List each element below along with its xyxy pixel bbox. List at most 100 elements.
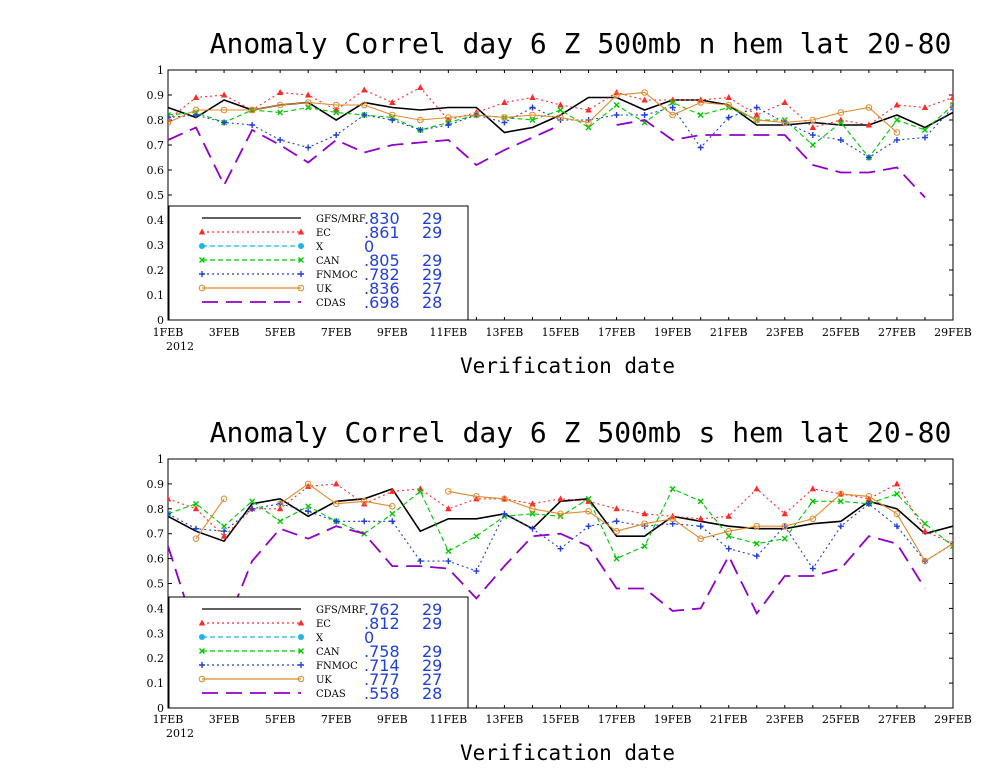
- series-cdas: [168, 119, 926, 199]
- data-point: [921, 520, 928, 527]
- data-point: [473, 111, 480, 119]
- data-point: [781, 522, 789, 530]
- data-point: [417, 84, 424, 90]
- data-point: [388, 111, 396, 119]
- legend-marker: [298, 243, 304, 249]
- legend-series-score: .714: [364, 656, 400, 675]
- legend-marker: [198, 284, 206, 292]
- data-point: [865, 495, 873, 502]
- data-point: [697, 535, 704, 542]
- data-point: [893, 523, 900, 530]
- data-point: [949, 101, 953, 109]
- legend-series-count: 29: [422, 656, 442, 675]
- legend-series-count: 29: [422, 265, 442, 284]
- legend-marker: [198, 675, 206, 683]
- data-point: [276, 101, 284, 109]
- data-point: [361, 500, 368, 507]
- legend-series-name: X: [316, 633, 324, 644]
- x-tick-label: 15FEB: [542, 713, 580, 726]
- legend-series-count: 27: [422, 279, 442, 298]
- legend-series-name: UK: [316, 675, 332, 686]
- data-point: [585, 495, 592, 502]
- data-point: [248, 106, 256, 114]
- chart-title: Anomaly Correl day 6 Z 500mb s hem lat 2…: [210, 416, 952, 449]
- y-tick-label: 0.5: [147, 578, 165, 591]
- legend-series-name: CAN: [316, 256, 340, 267]
- data-point: [753, 540, 760, 547]
- data-point: [697, 112, 704, 118]
- data-point: [168, 510, 171, 517]
- data-point: [585, 106, 592, 113]
- y-tick-label: 0.7: [147, 528, 165, 541]
- data-point: [168, 112, 171, 118]
- data-point: [277, 109, 284, 116]
- legend-marker: [199, 257, 205, 263]
- data-point: [613, 91, 620, 99]
- data-point: [557, 545, 564, 552]
- data-point: [168, 114, 171, 121]
- data-point: [837, 498, 844, 505]
- y-tick-label: 0.8: [147, 114, 165, 127]
- legend-marker: [297, 619, 305, 626]
- data-point: [557, 101, 564, 108]
- data-point: [921, 557, 929, 565]
- data-point: [753, 104, 760, 111]
- legend-series-name: X: [316, 242, 324, 253]
- legend-series-score: .830: [364, 209, 400, 228]
- legend-series-count: 29: [422, 209, 442, 228]
- x-tick-label: 9FEB: [377, 326, 408, 339]
- series-uk: [192, 480, 953, 565]
- data-point: [445, 505, 452, 512]
- y-tick-label: 0.4: [147, 602, 165, 615]
- data-point: [389, 487, 396, 494]
- y-tick-label: 0.2: [147, 264, 165, 277]
- data-point: [725, 545, 732, 552]
- legend-series-name: GFS/MRF: [316, 605, 366, 616]
- x-axis-label: Verification date: [460, 741, 675, 765]
- data-point: [304, 99, 312, 106]
- data-point: [192, 94, 200, 100]
- data-point: [865, 154, 872, 161]
- x-tick-label: 23FEB: [766, 326, 804, 339]
- x-tick-label: 11FEB: [429, 326, 467, 339]
- series-line: [168, 106, 953, 159]
- data-point: [753, 485, 760, 492]
- data-point: [893, 137, 900, 143]
- x-tick-label: 17FEB: [598, 713, 636, 726]
- y-tick-label: 0.5: [147, 189, 165, 202]
- data-point: [809, 498, 816, 505]
- y-tick-label: 0.6: [147, 164, 165, 177]
- data-point: [221, 528, 228, 535]
- data-point: [304, 480, 312, 488]
- legend-series-score: .777: [364, 670, 400, 689]
- data-point: [641, 543, 648, 550]
- data-point: [501, 495, 508, 503]
- data-point: [277, 137, 284, 143]
- y-tick-label: 0: [157, 702, 164, 715]
- data-point: [445, 114, 452, 121]
- data-point: [333, 518, 340, 525]
- legend-entry: CAN .805 29: [199, 251, 442, 270]
- data-point: [865, 500, 872, 507]
- data-point: [192, 505, 200, 512]
- data-point: [753, 111, 760, 118]
- data-point: [529, 510, 536, 517]
- legend-series-score: 0: [364, 237, 374, 256]
- legend-series-name: FNMOC: [316, 270, 358, 281]
- legend-marker: [298, 634, 304, 640]
- data-point: [613, 518, 620, 525]
- legend-marker: [199, 648, 205, 654]
- data-point: [557, 114, 564, 121]
- data-point: [249, 122, 256, 128]
- data-point: [613, 555, 620, 562]
- legend-marker: [199, 662, 205, 668]
- data-point: [332, 101, 340, 109]
- legend-entry: UK .836 27: [198, 279, 442, 298]
- data-point: [697, 99, 704, 106]
- data-point: [332, 500, 340, 508]
- x-tick-label: 5FEB: [265, 713, 296, 726]
- data-point: [809, 485, 817, 492]
- data-point: [388, 503, 396, 510]
